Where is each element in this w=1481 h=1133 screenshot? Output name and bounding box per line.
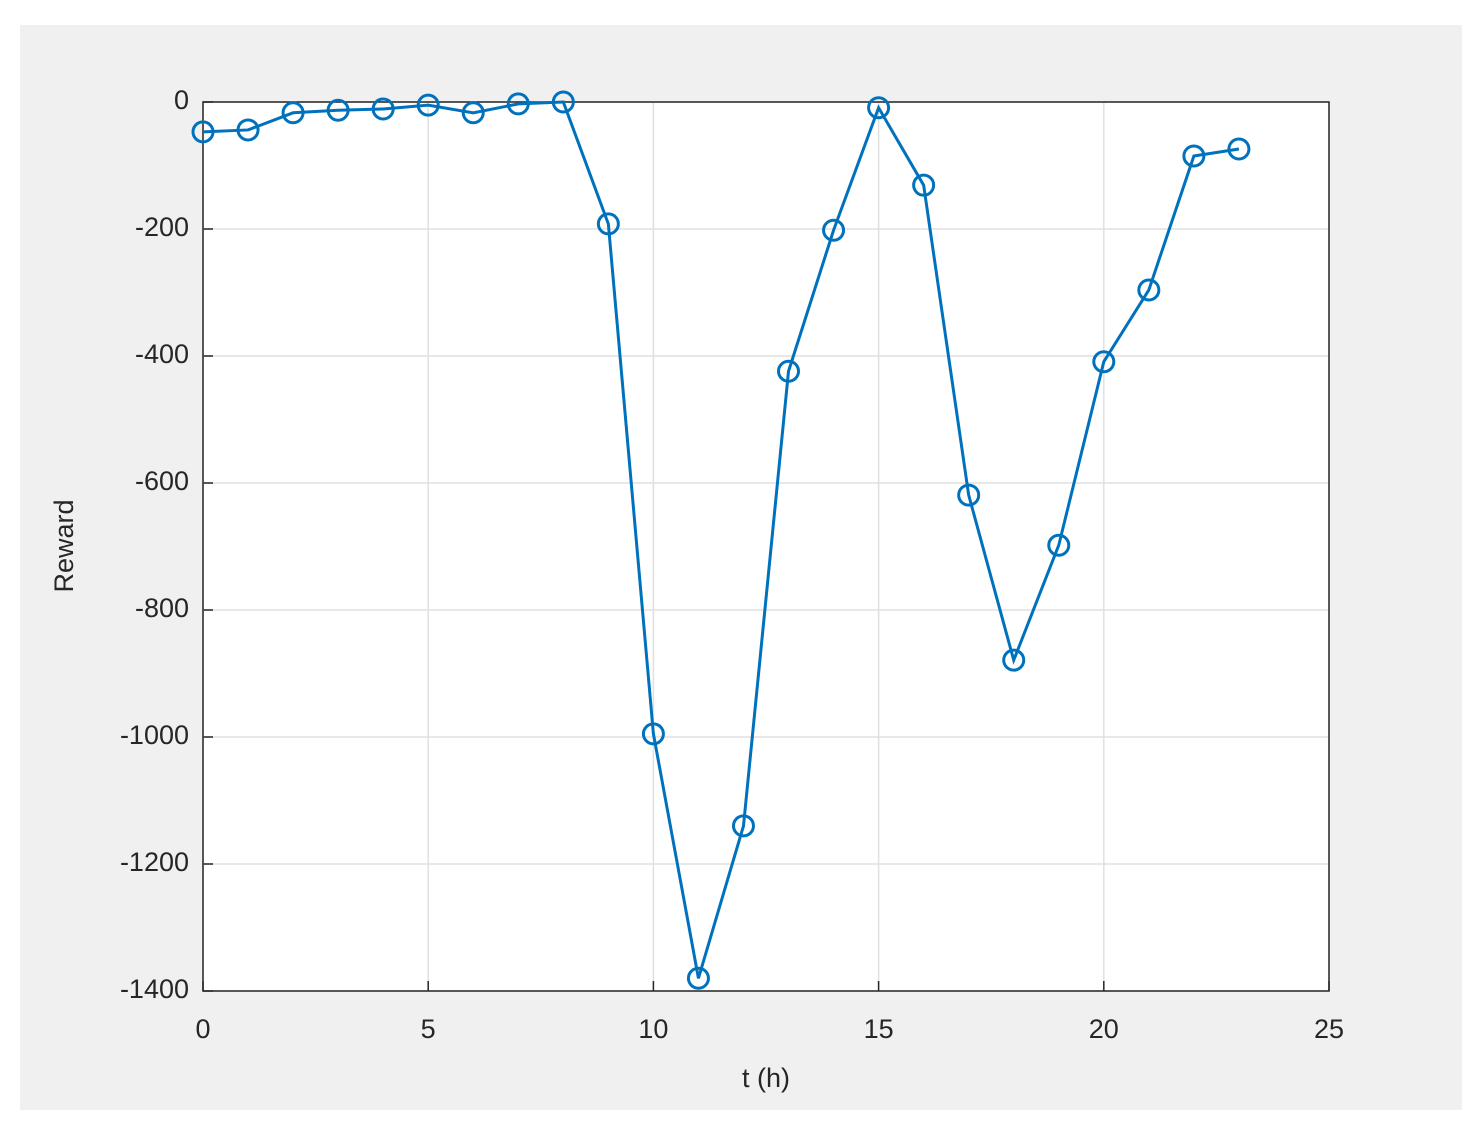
x-tick-label: 5: [421, 1014, 436, 1044]
data-point: [191, 120, 215, 144]
data-point: [1227, 137, 1251, 161]
data-point: [641, 722, 665, 746]
data-point: [281, 101, 305, 125]
y-tick-label: -1200: [120, 847, 189, 877]
data-point: [1047, 533, 1071, 557]
plot-area: [203, 102, 1329, 991]
y-tick-label: -400: [135, 339, 189, 369]
y-tick-label: -600: [135, 466, 189, 496]
x-tick-label: 20: [1089, 1014, 1119, 1044]
data-point: [236, 118, 260, 142]
data-point: [1137, 278, 1161, 302]
data-point: [686, 966, 710, 990]
data-point: [506, 92, 530, 116]
y-tick-label: -800: [135, 593, 189, 623]
data-point: [822, 218, 846, 242]
x-tick-label: 0: [195, 1014, 210, 1044]
y-tick-label: 0: [174, 85, 189, 115]
x-axis-label: t (h): [742, 1063, 790, 1093]
data-point: [596, 212, 620, 236]
x-tick-label: 15: [864, 1014, 894, 1044]
data-point: [1182, 144, 1206, 168]
data-point: [1002, 648, 1026, 672]
data-point: [731, 814, 755, 838]
data-point: [957, 483, 981, 507]
y-tick-label: -1000: [120, 720, 189, 750]
y-tick-label: -1400: [120, 974, 189, 1004]
data-point: [551, 90, 575, 114]
data-point: [1092, 350, 1116, 374]
data-point: [461, 101, 485, 125]
data-point: [867, 96, 891, 120]
data-line: [202, 100, 1240, 979]
data-point: [912, 173, 936, 197]
axes-box: [202, 101, 1330, 992]
y-axis-label: Reward: [49, 499, 79, 592]
data-point: [326, 98, 350, 122]
y-tick-label: -200: [135, 212, 189, 242]
data-point: [371, 97, 395, 121]
data-point: [777, 359, 801, 383]
x-tick-label: 25: [1314, 1014, 1344, 1044]
data-point: [416, 93, 440, 117]
x-tick-label: 10: [638, 1014, 668, 1044]
